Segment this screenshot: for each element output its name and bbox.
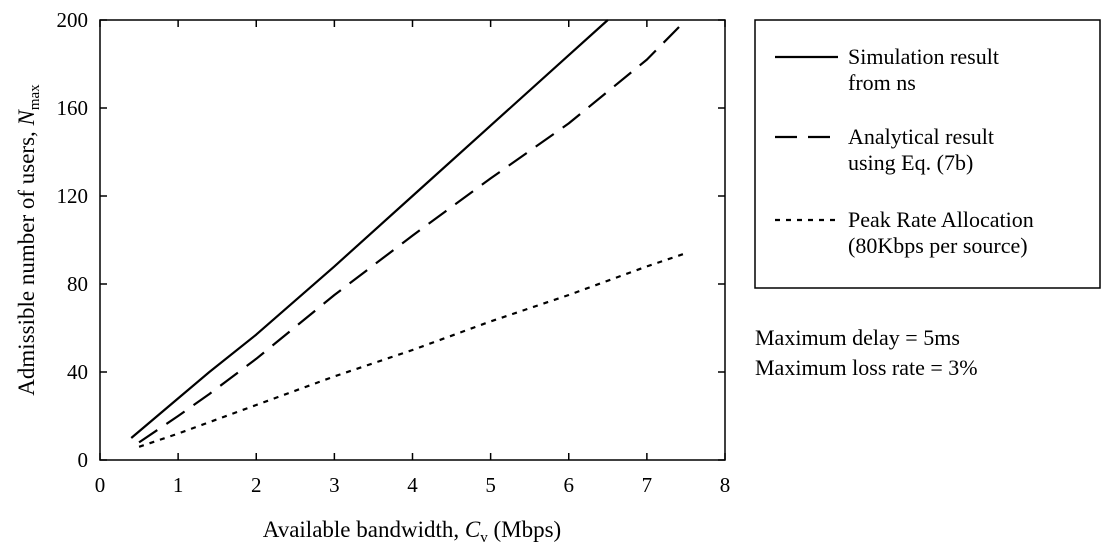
y-tick-label: 80: [67, 272, 88, 296]
y-axis-ticks: 0 40 80 120 160 200: [57, 8, 725, 472]
legend-box: [754, 19, 1101, 289]
legend-label-analytical: Analytical result: [848, 124, 994, 149]
y-tick-label: 0: [78, 448, 89, 472]
x-tick-label: 2: [251, 473, 262, 497]
y-axis-title-var: N: [14, 108, 39, 126]
legend-label-peak-rate: Peak Rate Allocation: [848, 207, 1034, 232]
series-line-simulation: [130, 19, 609, 439]
x-tick-label: 4: [407, 473, 418, 497]
annotation-max-delay: Maximum delay = 5ms: [755, 325, 960, 350]
legend-label-analytical: using Eq. (7b): [848, 150, 973, 175]
y-tick-label: 160: [57, 96, 89, 120]
x-axis-title-var: C: [465, 517, 481, 542]
y-axis-title-sub: max: [27, 84, 43, 110]
x-axis-ticks: 0 1 2 3 4 5 6 7 8: [95, 20, 731, 497]
x-tick-label: 6: [564, 473, 575, 497]
x-axis-title-sub: v: [480, 530, 488, 546]
x-axis-title-suffix: (Mbps): [488, 517, 561, 542]
x-axis-title: Available bandwidth, Cv (Mbps): [263, 517, 561, 546]
y-axis-title: Admissible number of users, Nmax: [14, 84, 43, 396]
x-tick-label: 3: [329, 473, 340, 497]
series-layer: [130, 19, 687, 448]
y-tick-label: 200: [57, 8, 89, 32]
x-tick-label: 5: [485, 473, 496, 497]
series-line-peak-rate: [138, 252, 687, 448]
legend-label-peak-rate: (80Kbps per source): [848, 233, 1028, 258]
x-tick-label: 7: [642, 473, 653, 497]
y-axis-title-prefix: Admissible number of users,: [14, 125, 39, 395]
y-tick-label: 40: [67, 360, 88, 384]
series-line-analytical: [138, 19, 687, 444]
plot-frame: [99, 19, 726, 461]
annotation-max-loss-rate: Maximum loss rate = 3%: [755, 355, 978, 380]
x-tick-label: 1: [173, 473, 184, 497]
y-tick-label: 120: [57, 184, 89, 208]
x-tick-label: 8: [720, 473, 731, 497]
x-axis-title-prefix: Available bandwidth,: [263, 517, 465, 542]
legend-label-simulation: from ns: [848, 70, 916, 95]
legend-label-simulation: Simulation result: [848, 44, 999, 69]
x-tick-label: 0: [95, 473, 106, 497]
